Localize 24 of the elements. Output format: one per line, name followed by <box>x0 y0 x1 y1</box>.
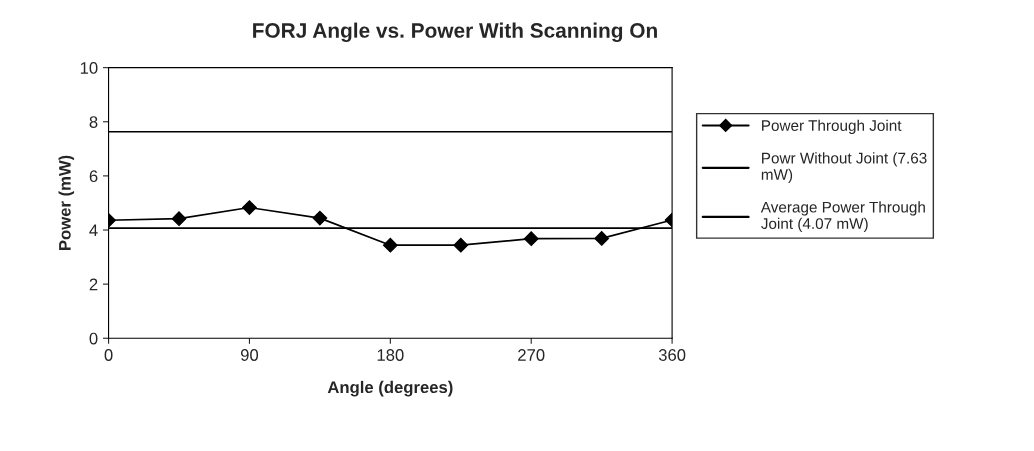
point <box>594 231 610 246</box>
legend-label: Average Power Through Joint (4.07 mW) <box>760 201 925 233</box>
point <box>523 231 539 247</box>
point <box>382 237 398 253</box>
y-axis-title: Power (mW) <box>58 155 75 250</box>
x-tick-label: 180 <box>377 349 404 361</box>
x-tick-label: 360 <box>658 349 686 361</box>
point <box>312 210 328 226</box>
y-tick-label: 8 <box>89 116 98 128</box>
y-tick-label: 10 <box>80 62 98 74</box>
point <box>453 237 469 253</box>
x-axis-title: Angle (degrees) <box>327 380 453 397</box>
legend-label: Power Through Joint <box>762 119 902 134</box>
x-tick-label: 90 <box>240 349 259 361</box>
y-tick-label: 0 <box>89 332 98 345</box>
y-tick-label: 6 <box>89 170 98 183</box>
point <box>242 200 257 215</box>
y-tick-label: 4 <box>89 224 98 237</box>
point <box>171 211 187 227</box>
y-tick-label: 2 <box>89 278 98 291</box>
legend-label: Powr Without Joint (7.63 mW) <box>761 152 927 183</box>
x-tick-label: 0 <box>104 349 113 361</box>
x-tick-label: 270 <box>518 349 545 361</box>
chart-title: FORJ Angle vs. Power With Scanning On <box>253 22 657 43</box>
